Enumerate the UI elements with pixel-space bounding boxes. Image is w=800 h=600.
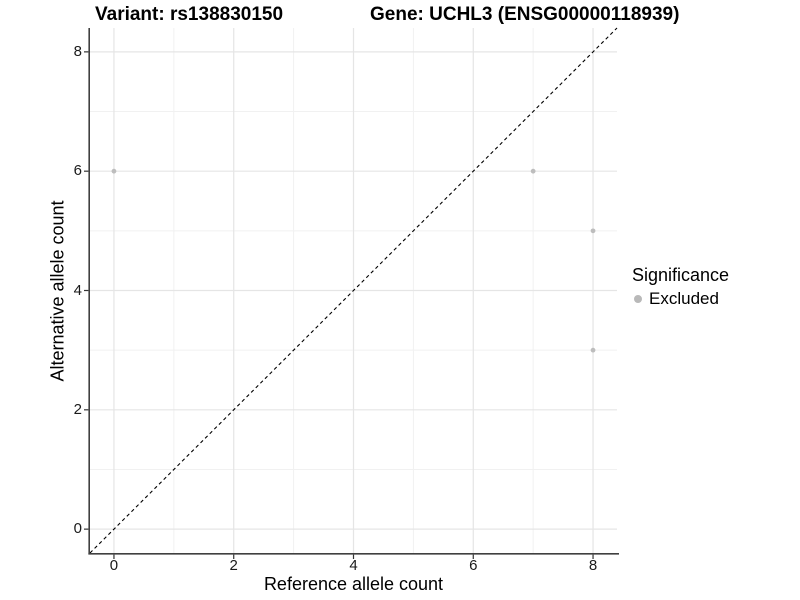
- legend-title: Significance: [632, 265, 730, 285]
- data-point: [590, 228, 596, 234]
- x-tick-label: 6: [469, 557, 478, 574]
- x-axis-title: Reference allele count: [263, 574, 444, 594]
- y-tick-label: 8: [73, 42, 82, 60]
- data-point: [590, 347, 596, 353]
- plot-title-gene: Gene: UCHL3 (ENSG00000118939): [370, 4, 680, 25]
- y-axis-title: Alternative allele count: [47, 199, 68, 382]
- y-tick-label: 6: [73, 162, 82, 180]
- y-tick-label: 0: [73, 520, 82, 538]
- data-point: [530, 168, 536, 174]
- legend-item-label: Excluded: [649, 289, 719, 308]
- plot-title-variant: Variant: rs138830150: [95, 4, 284, 25]
- data-point: [111, 168, 117, 174]
- legend-key-dot-icon: [634, 295, 642, 303]
- x-tick-label: 2: [229, 557, 238, 574]
- legend-item: Excluded: [634, 289, 729, 309]
- x-tick-label: 0: [109, 557, 119, 574]
- y-tick-label: 2: [73, 400, 82, 418]
- y-tick-label: 4: [73, 281, 82, 299]
- legend: Significance Excluded: [630, 265, 729, 309]
- x-tick-label: 4: [349, 557, 358, 574]
- identity-line: [89, 27, 618, 554]
- x-tick-label: 8: [588, 557, 598, 574]
